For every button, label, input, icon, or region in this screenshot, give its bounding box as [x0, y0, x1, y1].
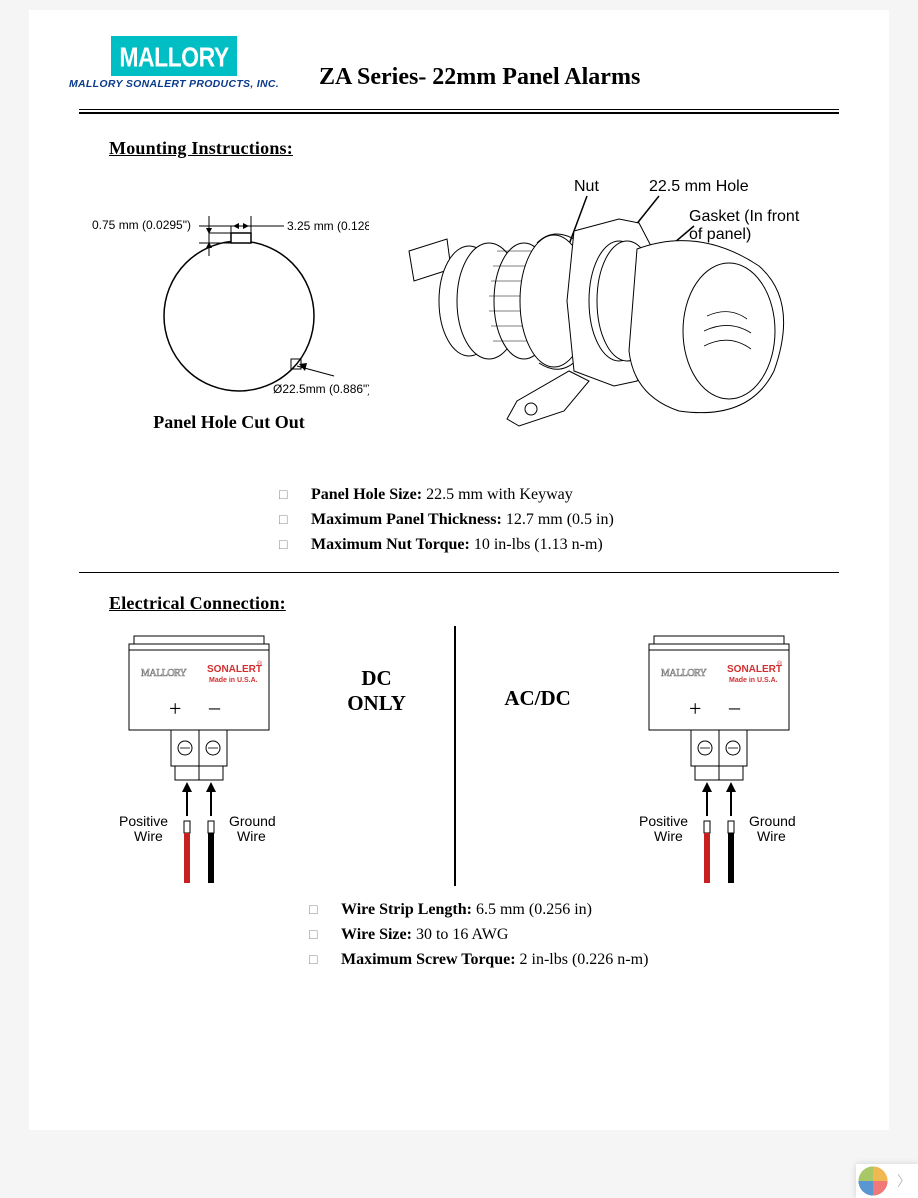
dim-diameter: Ø22.5mm (0.886")	[273, 382, 369, 396]
svg-text:–: –	[208, 694, 221, 719]
dc-device-diagram: MALLORY SONALERT ® Made in U.S.A. + –	[99, 626, 299, 891]
electrical-specs: □ Wire Strip Length: 6.5 mm (0.256 in) □…	[309, 901, 849, 969]
mounting-section: Mounting Instructions: 3.25 mm (0.128")	[69, 138, 849, 554]
company-name: MALLORY SONALERT PRODUCTS, INC.	[69, 78, 279, 90]
svg-text:Wire: Wire	[757, 828, 786, 844]
spec-value: 22.5 mm with Keyway	[426, 486, 573, 503]
spec-label: Panel Hole Size:	[311, 486, 422, 503]
page-title: ZA Series- 22mm Panel Alarms	[319, 64, 640, 91]
footer-widget[interactable]: 〉	[856, 1164, 918, 1198]
svg-text:®: ®	[257, 660, 263, 668]
spec-value: 30 to 16 AWG	[416, 926, 509, 943]
header-divider	[79, 109, 839, 114]
section-title-electrical: Electrical Connection:	[109, 593, 849, 614]
section-title-mounting: Mounting Instructions:	[109, 138, 849, 159]
datasheet-page: MALLORY MALLORY SONALERT PRODUCTS, INC. …	[29, 10, 889, 1130]
vertical-divider	[454, 626, 456, 886]
svg-text:Positive: Positive	[119, 813, 168, 829]
acdc-device-diagram: MALLORY SONALERT ® Made in U.S.A. + – Po…	[619, 626, 819, 891]
gasket-label-1: Gasket (In front	[689, 208, 800, 225]
bullet: □	[279, 536, 295, 554]
page-header: MALLORY MALLORY SONALERT PRODUCTS, INC. …	[69, 36, 849, 91]
spec-label: Maximum Nut Torque:	[311, 536, 470, 553]
svg-text:Positive: Positive	[639, 813, 688, 829]
panel-cutout-caption: Panel Hole Cut Out	[89, 412, 369, 433]
bullet: □	[309, 926, 325, 944]
dc-label-2: ONLY	[347, 691, 406, 716]
acdc-label: AC/DC	[504, 686, 571, 711]
nut-label: Nut	[574, 178, 599, 195]
svg-text:+: +	[689, 696, 701, 721]
svg-text:MALLORY: MALLORY	[661, 668, 707, 679]
svg-text:Made in U.S.A.: Made in U.S.A.	[209, 677, 258, 684]
spec-label: Wire Size:	[341, 926, 412, 943]
hole-label: 22.5 mm Hole	[649, 178, 749, 195]
electrical-section: Electrical Connection:	[69, 593, 849, 969]
spec-item: □ Wire Strip Length: 6.5 mm (0.256 in)	[309, 901, 849, 919]
mid-divider	[79, 572, 839, 573]
svg-text:Wire: Wire	[237, 828, 266, 844]
svg-text:SONALERT: SONALERT	[207, 664, 262, 675]
svg-text:Ground: Ground	[749, 813, 796, 829]
panel-cutout-diagram: 3.25 mm (0.128") 0.75 mm (0.0295") Ø22.5…	[89, 171, 369, 433]
spec-item: □ Panel Hole Size: 22.5 mm with Keyway	[279, 486, 849, 504]
chevron-right-icon[interactable]: 〉	[890, 1164, 918, 1198]
svg-text:–: –	[728, 694, 741, 719]
svg-text:MALLORY: MALLORY	[141, 668, 187, 679]
spec-label: Maximum Screw Torque:	[341, 951, 516, 968]
bullet: □	[279, 486, 295, 504]
svg-text:Wire: Wire	[654, 828, 683, 844]
device-iso-diagram: Nut 22.5 mm Hole Gasket (In front of pan…	[389, 171, 819, 466]
logo-block: MALLORY MALLORY SONALERT PRODUCTS, INC.	[69, 36, 279, 90]
svg-text:Made in U.S.A.: Made in U.S.A.	[729, 677, 778, 684]
mounting-diagrams-row: 3.25 mm (0.128") 0.75 mm (0.0295") Ø22.5…	[69, 171, 849, 466]
svg-text:Wire: Wire	[134, 828, 163, 844]
logo-text: MALLORY	[119, 41, 228, 73]
spec-item: □ Maximum Nut Torque: 10 in-lbs (1.13 n-…	[279, 536, 849, 554]
bullet: □	[309, 901, 325, 919]
dim-notch-width: 3.25 mm (0.128")	[287, 219, 369, 233]
electrical-row: MALLORY SONALERT ® Made in U.S.A. + –	[69, 626, 849, 891]
spec-item: □ Maximum Screw Torque: 2 in-lbs (0.226 …	[309, 951, 849, 969]
spec-value: 12.7 mm (0.5 in)	[506, 511, 614, 528]
gasket-label-2: of panel)	[689, 226, 751, 243]
svg-text:+: +	[169, 696, 181, 721]
dc-label-1: DC	[347, 666, 406, 691]
footer-logo-icon	[856, 1164, 890, 1198]
conn-mid-labels: DC ONLY	[347, 626, 406, 716]
acdc-label-block: AC/DC	[504, 626, 571, 711]
mallory-logo: MALLORY	[111, 36, 236, 76]
spec-value: 10 in-lbs (1.13 n-m)	[474, 536, 603, 553]
mounting-specs: □ Panel Hole Size: 22.5 mm with Keyway □…	[279, 486, 849, 554]
spec-label: Maximum Panel Thickness:	[311, 511, 502, 528]
spec-value: 6.5 mm (0.256 in)	[476, 901, 592, 918]
dim-notch-depth: 0.75 mm (0.0295")	[92, 218, 191, 232]
svg-text:Ground: Ground	[229, 813, 276, 829]
bullet: □	[309, 951, 325, 969]
spec-item: □ Wire Size: 30 to 16 AWG	[309, 926, 849, 944]
svg-text:®: ®	[777, 660, 783, 668]
svg-text:SONALERT: SONALERT	[727, 664, 782, 675]
spec-label: Wire Strip Length:	[341, 901, 472, 918]
spec-value: 2 in-lbs (0.226 n-m)	[520, 951, 649, 968]
spec-item: □ Maximum Panel Thickness: 12.7 mm (0.5 …	[279, 511, 849, 529]
bullet: □	[279, 511, 295, 529]
